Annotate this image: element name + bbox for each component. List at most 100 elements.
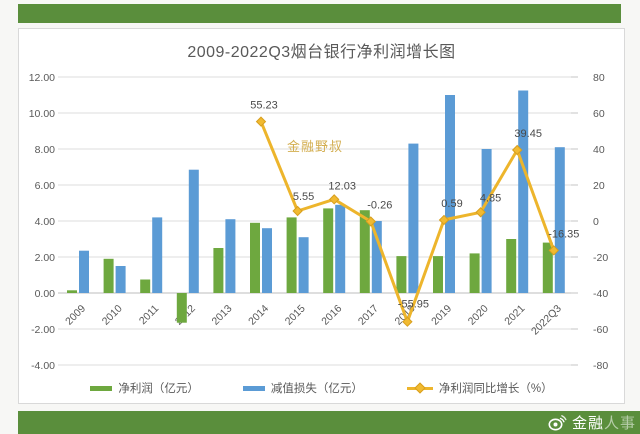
left-axis-tick-label: 2.00: [35, 252, 56, 264]
left-axis-tick-label: 12.00: [29, 72, 55, 84]
right-axis-tick-label: -40: [593, 288, 608, 300]
bar-2015: [286, 217, 297, 293]
growth-marker-2019: [438, 214, 450, 226]
right-axis-tick-label: -60: [593, 324, 608, 336]
right-axis-tick-label: 40: [593, 144, 605, 156]
bar-2018: [396, 256, 407, 293]
bar-2011: [140, 279, 151, 293]
chart-title: 2009-2022Q3烟台银行净利润增长图: [187, 44, 456, 61]
x-axis-label-2010: 2010: [100, 303, 125, 328]
bar-2010: [103, 258, 114, 293]
growth-label-2015: 5.55: [293, 191, 314, 203]
bar-2020: [469, 253, 480, 293]
x-axis-label-2011: 2011: [137, 303, 162, 328]
bar-2012: [188, 169, 199, 293]
growth-label-2021: 39.45: [514, 128, 542, 140]
bar-2013: [213, 248, 224, 293]
x-axis-label-2013: 2013: [210, 303, 235, 328]
bar-2020: [481, 149, 492, 293]
legend-item-growth: 净利润同比增长（%）: [406, 380, 553, 396]
bar-2019: [445, 95, 455, 293]
growth-label-2020: 4.85: [480, 192, 501, 204]
growth-label-2016: 12.03: [328, 180, 356, 192]
bar-2010: [115, 266, 126, 293]
x-axis-label-2021: 2021: [502, 303, 527, 328]
right-axis-tick-label: 60: [593, 108, 605, 120]
author-watermark: 金融野叔: [287, 139, 344, 154]
bar-2009: [67, 290, 77, 293]
legend-label-growth: 净利润同比增长（%）: [438, 383, 553, 395]
x-axis-label-2017: 2017: [356, 303, 381, 328]
bar-2013: [225, 219, 236, 293]
bar-2022Q3: [542, 242, 553, 293]
growth-marker-2017: [365, 216, 377, 227]
legend: 净利润（亿元） 减值损失（亿元） 净利润同比增长（%）: [19, 380, 624, 396]
bar-2021: [518, 90, 529, 293]
bars-impairment: [79, 90, 565, 293]
bar-2011: [152, 217, 163, 293]
x-axis-label-2019: 2019: [429, 303, 454, 328]
x-axis-label-2016: 2016: [319, 303, 344, 328]
growth-marker-2018: [402, 316, 413, 327]
bar-2015: [298, 237, 309, 293]
bar-2016: [335, 204, 346, 293]
bar-2014: [250, 222, 260, 293]
bar-2019: [433, 256, 443, 293]
x-axis-label-2014: 2014: [246, 303, 271, 328]
impairment-swatch-icon: [242, 385, 265, 391]
bar-2017: [359, 210, 370, 293]
bar-2009: [79, 250, 89, 293]
bottom-banner: 金融人事: [18, 411, 640, 434]
left-axis-tick-label: 8.00: [35, 144, 56, 156]
growth-label-2019: 0.59: [441, 198, 462, 210]
left-axis-tick-label: 0.00: [35, 288, 56, 300]
growth-line-swatch-icon: [406, 381, 433, 394]
growth-marker-2016: [328, 194, 340, 205]
net-profit-swatch-icon: [90, 385, 113, 391]
growth-marker-2014: [255, 116, 267, 127]
weibo-icon: [548, 414, 567, 430]
right-axis-tick-label: 80: [593, 72, 605, 84]
left-axis-tick-label: -2.00: [31, 324, 55, 336]
growth-label-2014: 55.23: [250, 100, 278, 112]
legend-item-impairment: 减值损失（亿元）: [242, 380, 363, 396]
growth-marker-2020: [475, 207, 486, 218]
bar-2021: [506, 239, 517, 293]
bar-2016: [323, 208, 334, 293]
right-axis-tick-label: 0: [593, 216, 599, 228]
diamond-marker-icon: [414, 381, 426, 394]
growth-label-2017: -0.26: [367, 200, 392, 212]
growth-marker-2021: [511, 144, 523, 156]
chart-card: 12.00 80 10.00 60 8.00 40 6.00 20 4.00 0 2.00 -20 0.…: [18, 28, 625, 404]
x-axis-label-2022Q3: 2022Q3: [529, 303, 564, 338]
left-axis-tick-label: -4.00: [31, 360, 55, 372]
bar-2017: [371, 221, 382, 293]
growth-label-2022Q3: -16.35: [548, 228, 579, 240]
brand-text-secondary: 人事: [603, 415, 636, 432]
brand-watermark: 金融人事: [547, 412, 636, 433]
left-axis-tick-label: 10.00: [29, 108, 55, 120]
right-axis-tick-label: -80: [593, 360, 608, 372]
legend-label-impairment: 减值损失（亿元）: [270, 383, 363, 395]
x-axis-label-2020: 2020: [466, 303, 491, 328]
left-axis-tick-label: 6.00: [35, 180, 56, 192]
bar-2022Q3: [554, 147, 565, 293]
growth-marker-2015: [292, 205, 303, 217]
bar-2018: [408, 143, 419, 293]
brand-text-primary: 金融: [571, 415, 604, 432]
right-axis-tick-label: 20: [593, 180, 605, 192]
right-axis-tick-label: -20: [593, 252, 608, 264]
bars-net-profit: [67, 208, 553, 323]
top-banner: [18, 4, 621, 23]
left-axis-tick-label: 4.00: [35, 216, 56, 228]
chart-plot-area: 12.00 80 10.00 60 8.00 40 6.00 20 4.00 0 2.00 -20 0.…: [29, 72, 609, 372]
x-axis-label-2009: 2009: [63, 303, 88, 328]
bar-2012: [176, 293, 187, 323]
legend-item-net-profit: 净利润（亿元）: [90, 380, 199, 396]
bar-2014: [262, 228, 272, 293]
growth-marker-2022Q3: [548, 245, 560, 256]
x-axis-label-2015: 2015: [283, 303, 308, 328]
growth-label-2018: -55.95: [398, 299, 429, 311]
legend-label-net-profit: 净利润（亿元）: [118, 383, 199, 395]
